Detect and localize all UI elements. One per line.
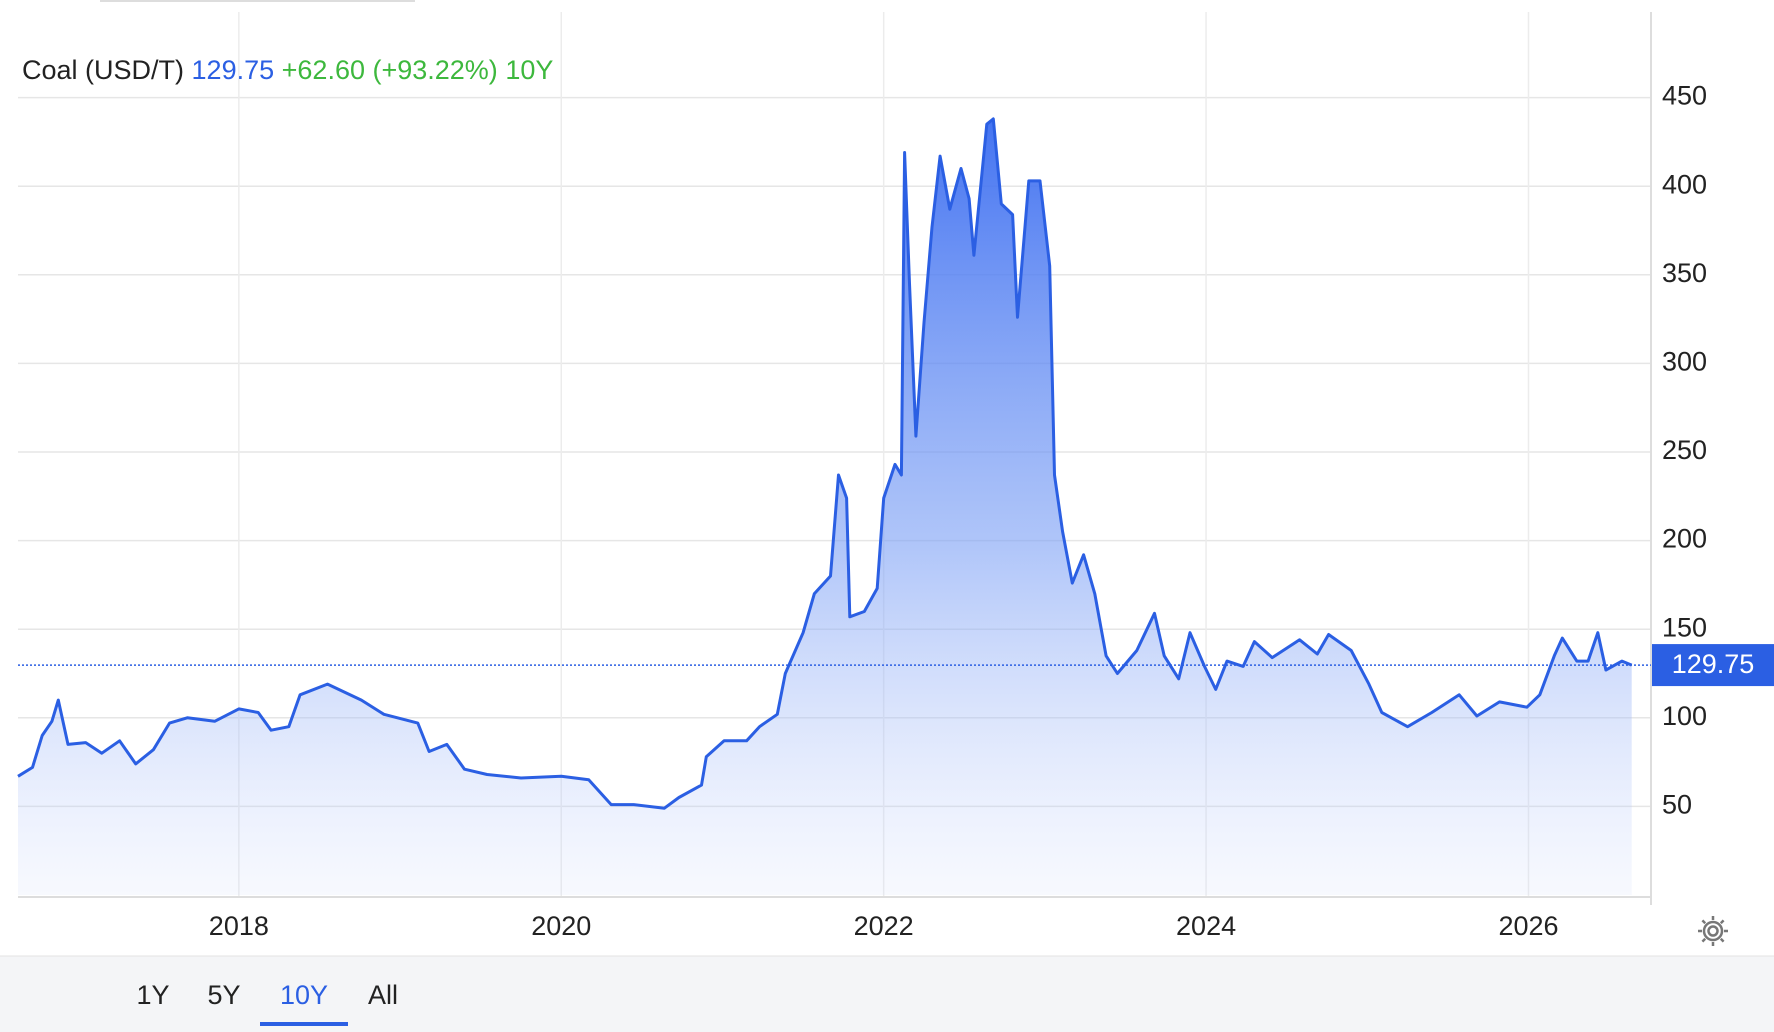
last-value-tag <box>1652 644 1774 687</box>
period: 10Y <box>505 55 553 85</box>
last-value: 129.75 <box>192 55 275 85</box>
title: Coal (USD/T) <box>22 55 184 85</box>
x-tick-label: 2018 <box>209 911 269 941</box>
price-line <box>17 117 1633 810</box>
x-tick-label: 2024 <box>1176 911 1236 941</box>
range-bar <box>0 956 1774 1032</box>
chart-header: Coal (USD/T) 129.75 +62.60 (+93.22%) 10Y <box>22 55 553 85</box>
y-tick-label: 450 <box>1662 81 1707 111</box>
y-tick-label: 200 <box>1662 524 1707 554</box>
y-tick-label: 250 <box>1662 435 1707 465</box>
area-fill <box>18 118 1632 895</box>
y-tick-label: 50 <box>1662 790 1692 820</box>
plot: 50 100 150 200 250 300 350 400 450 2018 2020 2022 20… <box>17 12 1774 941</box>
y-tick-label: 150 <box>1662 612 1707 642</box>
x-tick-label: 2022 <box>854 911 914 941</box>
range-tab[interactable]: 10Y <box>280 980 328 1010</box>
range-tab[interactable]: 5Y <box>207 980 240 1010</box>
y-tick-label: 100 <box>1662 701 1707 731</box>
y-tick-label: 350 <box>1662 258 1707 288</box>
range-tab[interactable]: 1Y <box>136 980 169 1010</box>
y-tick-label: 300 <box>1662 347 1707 377</box>
x-tick-label: 2020 <box>531 911 591 941</box>
y-tick-label: 400 <box>1662 169 1707 199</box>
change: +62.60 (+93.22%) <box>282 55 498 85</box>
settings-icon[interactable] <box>1698 916 1728 946</box>
range-tab[interactable]: All <box>368 980 398 1010</box>
last-value-label: 129.75 <box>1672 649 1755 679</box>
x-tick-label: 2026 <box>1498 911 1558 941</box>
